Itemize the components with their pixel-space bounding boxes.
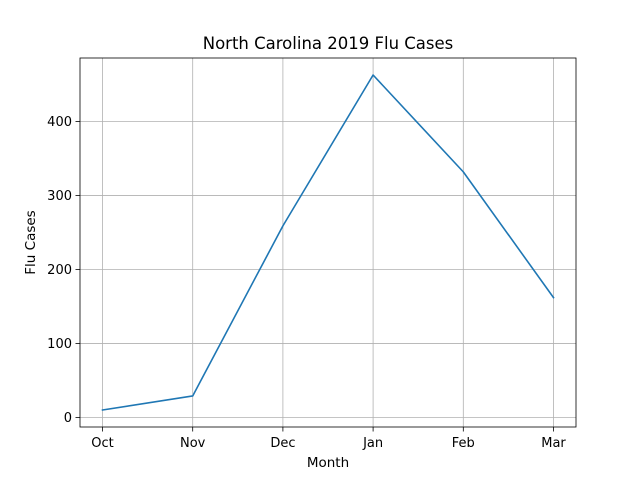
y-tick-label: 200 [47,263,72,278]
series-line [101,74,555,411]
plot-area [80,58,576,427]
x-tick-label: Mar [541,436,566,451]
grid-lines [80,58,576,427]
x-tick-label: Nov [180,436,206,451]
y-axis-ticks: 0 100 200 300 400 [47,115,80,426]
y-axis-label: Flu Cases [23,210,39,274]
y-tick-label: 0 [64,411,72,426]
x-axis-ticks: Oct Nov Dec Jan Feb Mar [91,427,566,451]
data-series [101,74,555,411]
x-axis-label: Month [307,455,349,471]
x-tick-label: Oct [91,436,113,451]
y-tick-label: 400 [47,115,72,130]
x-tick-label: Feb [452,436,475,451]
plot-frame [79,57,577,428]
chart-title: North Carolina 2019 Flu Cases [203,34,454,53]
x-tick-label: Jan [362,436,383,451]
y-tick-label: 100 [47,337,72,352]
y-tick-label: 300 [47,189,72,204]
x-tick-label: Dec [270,436,295,451]
